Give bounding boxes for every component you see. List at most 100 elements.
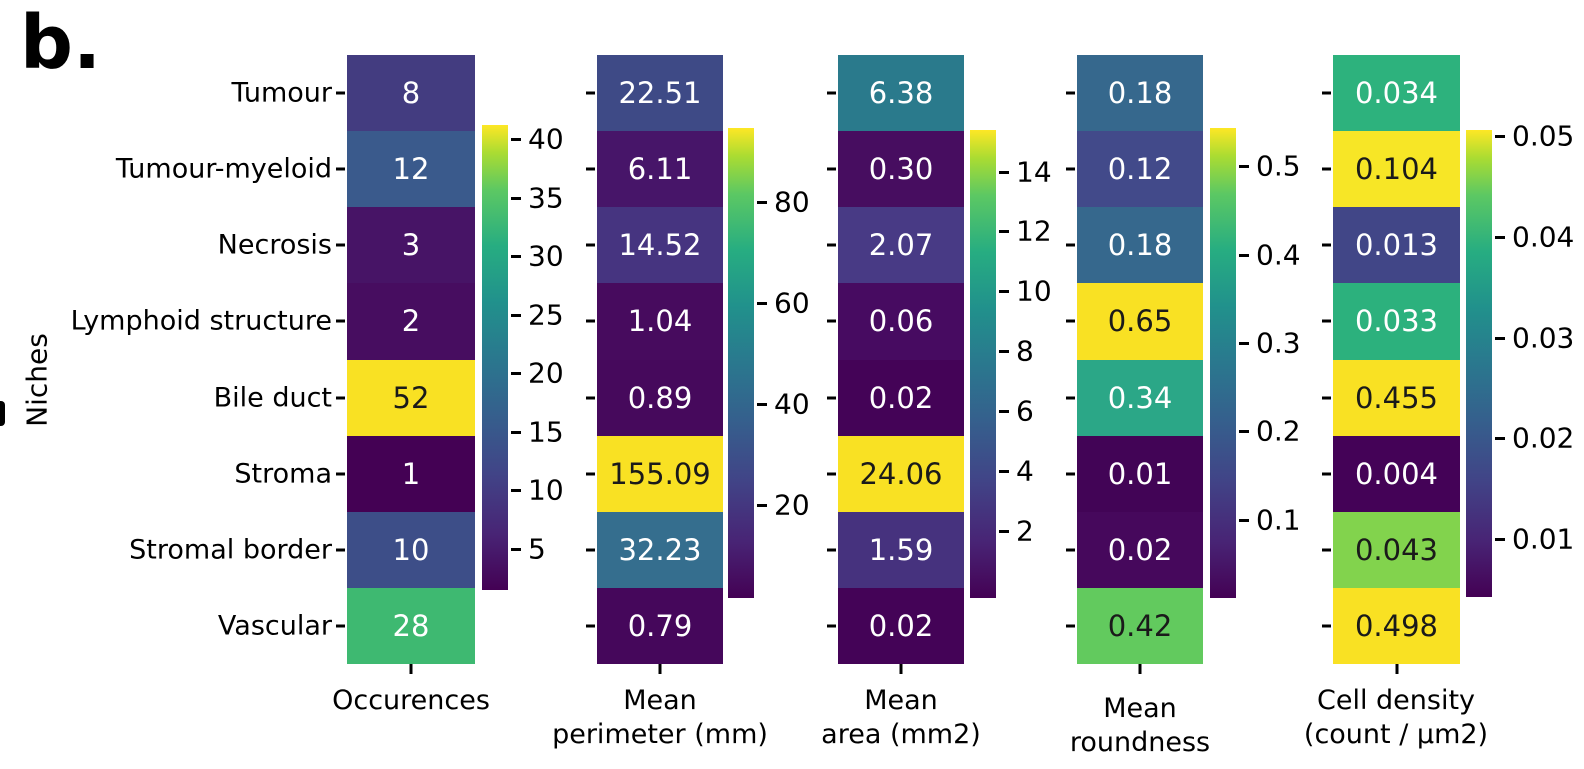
heatmap-cell: 0.004 [1333,435,1460,512]
colorbar-tick-label: 35 [528,181,564,215]
colorbar-tick-label: 20 [528,356,564,390]
colorbar-cell-density [1466,130,1492,597]
colorbar-tick-label: 0.5 [1256,149,1301,183]
heatmap-cell: 6.38 [838,55,964,132]
row-label-bile-duct: Bile duct [213,382,332,414]
colorbar-tick-label: 30 [528,239,564,273]
row-label-column: Tumour Tumour-myeloid Necrosis Lymphoid … [0,0,332,769]
row-label-lymphoid-structure: Lymphoid structure [70,305,332,337]
heatmap-cell: 0.42 [1077,587,1203,664]
x-axis-label-line: roundness [1069,727,1211,758]
heatmap-cell: 6.11 [597,131,723,208]
colorbar-mean-roundness [1210,128,1236,598]
heatmap-cell: 28 [347,587,475,664]
colorbar-tick-label: 12 [1016,214,1052,248]
heatmap-cell: 0.02 [838,359,964,436]
heatmap-cell: 8 [347,55,475,132]
colorbar-tick-label: 0.04 [1512,220,1575,254]
colorbar-tick-label: 0.3 [1256,326,1301,360]
heatmap-cell: 1.04 [597,283,723,360]
heatmap-cell: 0.034 [1333,55,1460,132]
heatmap-cell: 0.104 [1333,131,1460,208]
colorbar-tick-label: 8 [1016,334,1034,368]
colorbar-tick-label: 0.4 [1256,238,1301,272]
heatmap-cell: 0.18 [1077,55,1203,132]
x-axis-label-line: (count / µm2) [1303,719,1489,750]
colorbar-tick-label: 6 [1016,394,1034,428]
heatmap-cell: 0.06 [838,283,964,360]
heatmap-cell: 0.043 [1333,511,1460,588]
row-label-tumour-myeloid: Tumour-myeloid [115,153,332,185]
heatmap-cell: 0.02 [838,587,964,664]
colorbar-mean-area [970,130,996,598]
colorbar-tick-label: 0.03 [1512,321,1575,355]
colorbar-tick-label: 40 [774,387,810,421]
heatmap-cell: 0.498 [1333,587,1460,664]
heatmap-column-occurences: 8 12 3 2 52 1 10 28 [347,55,475,664]
heatmap-cell: 2 [347,283,475,360]
heatmap-cell: 0.12 [1077,131,1203,208]
heatmap-cell: 2.07 [838,207,964,284]
heatmap-cell: 32.23 [597,511,723,588]
heatmap-cell: 1.59 [838,511,964,588]
colorbar-tick-label: 0.2 [1256,414,1301,448]
heatmap-column-cell-density: 0.034 0.104 0.013 0.033 0.455 0.004 0.04… [1333,55,1460,664]
heatmap-column-mean-area: 6.38 0.30 2.07 0.06 0.02 24.06 1.59 0.02 [838,55,964,664]
x-axis-label-cell-density: Cell density (count / µm2) [1304,684,1488,752]
heatmap-cell: 0.30 [838,131,964,208]
colorbar-tick-label: 0.02 [1512,421,1575,455]
colorbar-tick-label: 10 [528,473,564,507]
x-axis-label-line: Mean [1103,693,1177,724]
colorbar-tick-label: 60 [774,286,810,320]
heatmap-cell: 10 [347,511,475,588]
heatmap-column-mean-roundness: 0.18 0.12 0.18 0.65 0.34 0.01 0.02 0.42 [1077,55,1203,664]
heatmap-cell: 0.02 [1077,511,1203,588]
cropped-edge-artifact [0,401,5,426]
heatmap-cell: 22.51 [597,55,723,132]
heatmap-cell: 0.34 [1077,359,1203,436]
colorbar-tick-label: 14 [1016,155,1052,189]
row-label-tumour: Tumour [231,77,332,109]
x-axis-label-mean-perimeter: Mean perimeter (mm) [552,684,768,752]
colorbar-tick-label: 80 [774,185,810,219]
heatmap-cell: 0.89 [597,359,723,436]
panel-letter: b. [20,0,102,86]
colorbar-tick-label: 0.1 [1256,503,1301,537]
heatmap-column-mean-perimeter: 22.51 6.11 14.52 1.04 0.89 155.09 32.23 … [597,55,723,664]
heatmap-cell: 0.18 [1077,207,1203,284]
x-axis-label-line: Occurences [332,685,490,716]
x-axis-label-line: area (mm2) [821,719,981,750]
heatmap-cell: 1 [347,435,475,512]
colorbar-tick-label: 25 [528,298,564,332]
heatmap-cell: 0.65 [1077,283,1203,360]
x-axis-label-line: perimeter (mm) [552,719,768,750]
colorbar-tick-label: 0.01 [1512,522,1575,556]
colorbar-tick-label: 2 [1016,514,1034,548]
heatmap-cell: 12 [347,131,475,208]
row-label-vascular: Vascular [217,610,332,642]
heatmap-cell: 3 [347,207,475,284]
x-axis-label-mean-area: Mean area (mm2) [821,684,981,752]
x-axis-label-occurences: Occurences [332,684,490,718]
colorbar-tick-label: 20 [774,488,810,522]
x-axis-label-line: Cell density [1316,685,1476,716]
heatmap-cell: 14.52 [597,207,723,284]
colorbar-tick-label: 10 [1016,274,1052,308]
colorbar-tick-label: 15 [528,415,564,449]
heatmap-cell: 0.79 [597,587,723,664]
heatmap-cell: 155.09 [597,435,723,512]
colorbar-tick-label: 4 [1016,454,1034,488]
heatmap-cell: 0.455 [1333,359,1460,436]
x-axis-label-mean-roundness: Mean roundness [1070,692,1210,760]
colorbar-occurences [482,125,508,590]
colorbar-tick-label: 40 [528,122,564,156]
heatmap-cell: 52 [347,359,475,436]
x-axis-label-line: Mean [623,685,697,716]
colorbar-tick-label: 5 [528,532,546,566]
colorbar-mean-perimeter [728,128,754,598]
heatmap-cell: 24.06 [838,435,964,512]
heatmap-cell: 0.033 [1333,283,1460,360]
row-label-stroma: Stroma [234,458,332,490]
row-label-necrosis: Necrosis [217,229,332,261]
